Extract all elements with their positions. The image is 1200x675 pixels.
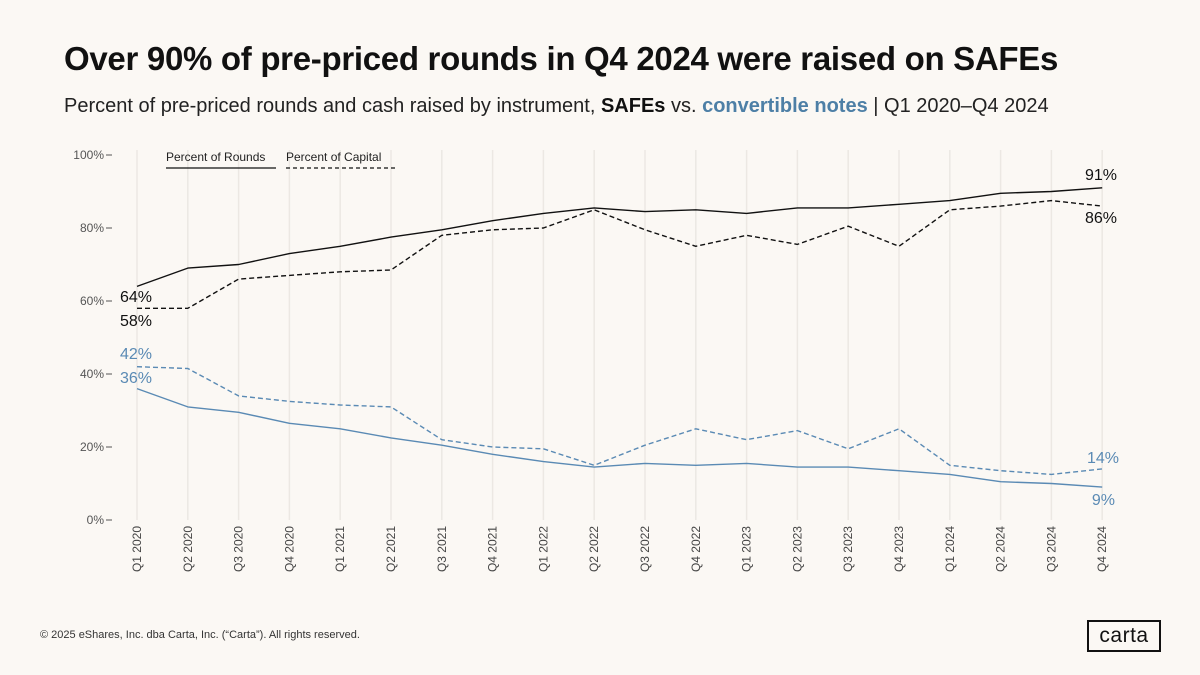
- x-tick-label: Q1 2021: [333, 526, 347, 572]
- carta-logo: carta: [1087, 620, 1161, 652]
- chart-title: Over 90% of pre-priced rounds in Q4 2024…: [64, 40, 1059, 77]
- y-tick-label: 100%: [73, 148, 104, 162]
- x-tick-label: Q2 2024: [994, 526, 1008, 572]
- x-tick-label: Q3 2023: [841, 526, 855, 572]
- x-tick-label: Q1 2023: [740, 526, 754, 572]
- subtitle-prefix: Percent of pre-priced rounds and cash ra…: [64, 95, 601, 117]
- x-tick-label: Q2 2023: [790, 526, 804, 572]
- y-tick-label: 20%: [80, 440, 104, 454]
- x-tick-label: Q1 2020: [130, 526, 144, 572]
- legend-label-rounds: Percent of Rounds: [166, 150, 265, 164]
- y-tick-label: 80%: [80, 221, 104, 235]
- copyright-footer: © 2025 eShares, Inc. dba Carta, Inc. (“C…: [40, 629, 360, 641]
- x-tick-label: Q4 2023: [892, 526, 906, 572]
- series-start-label: 42%: [120, 346, 152, 363]
- x-tick-label: Q4 2020: [282, 526, 296, 572]
- x-tick-label: Q1 2024: [943, 526, 957, 572]
- series-start-label: 36%: [120, 370, 152, 387]
- series-line-1: [137, 199, 1103, 309]
- x-tick-label: Q3 2021: [435, 526, 449, 572]
- y-tick-label: 60%: [80, 294, 104, 308]
- x-tick-label: Q3 2020: [232, 526, 246, 572]
- x-tick-label: Q4 2024: [1095, 526, 1109, 572]
- series-start-label: 64%: [120, 289, 152, 306]
- y-tick-label: 40%: [80, 367, 104, 381]
- x-tick-label: Q2 2020: [181, 526, 195, 572]
- series-end-label: 14%: [1087, 450, 1119, 467]
- x-tick-label: Q3 2022: [638, 526, 652, 572]
- x-tick-label: Q4 2021: [486, 526, 500, 572]
- series-line-3: [136, 387, 1103, 488]
- subtitle-safes: SAFEs: [600, 95, 666, 117]
- series-end-label: 91%: [1085, 167, 1117, 184]
- series-end-label: 9%: [1092, 492, 1115, 509]
- chart-subtitle: Percent of pre-priced rounds and cash ra…: [64, 95, 1049, 118]
- series-start-label: 58%: [120, 313, 152, 330]
- legend-label-capital: Percent of Capital: [286, 150, 381, 164]
- x-tick-label: Q1 2022: [536, 526, 550, 572]
- subtitle-vs: vs.: [665, 95, 703, 117]
- y-tick-label: 0%: [87, 513, 105, 527]
- x-tick-label: Q2 2021: [384, 526, 398, 572]
- x-tick-label: Q3 2024: [1044, 526, 1058, 572]
- subtitle-suffix: | Q1 2020–Q4 2024: [867, 95, 1049, 117]
- series-end-label: 86%: [1085, 210, 1117, 227]
- x-tick-label: Q2 2022: [587, 526, 601, 572]
- subtitle-convertible-notes: convertible notes: [702, 95, 868, 117]
- x-tick-label: Q4 2022: [689, 526, 703, 572]
- series-line-0: [136, 187, 1103, 288]
- series-line-2: [136, 366, 1103, 476]
